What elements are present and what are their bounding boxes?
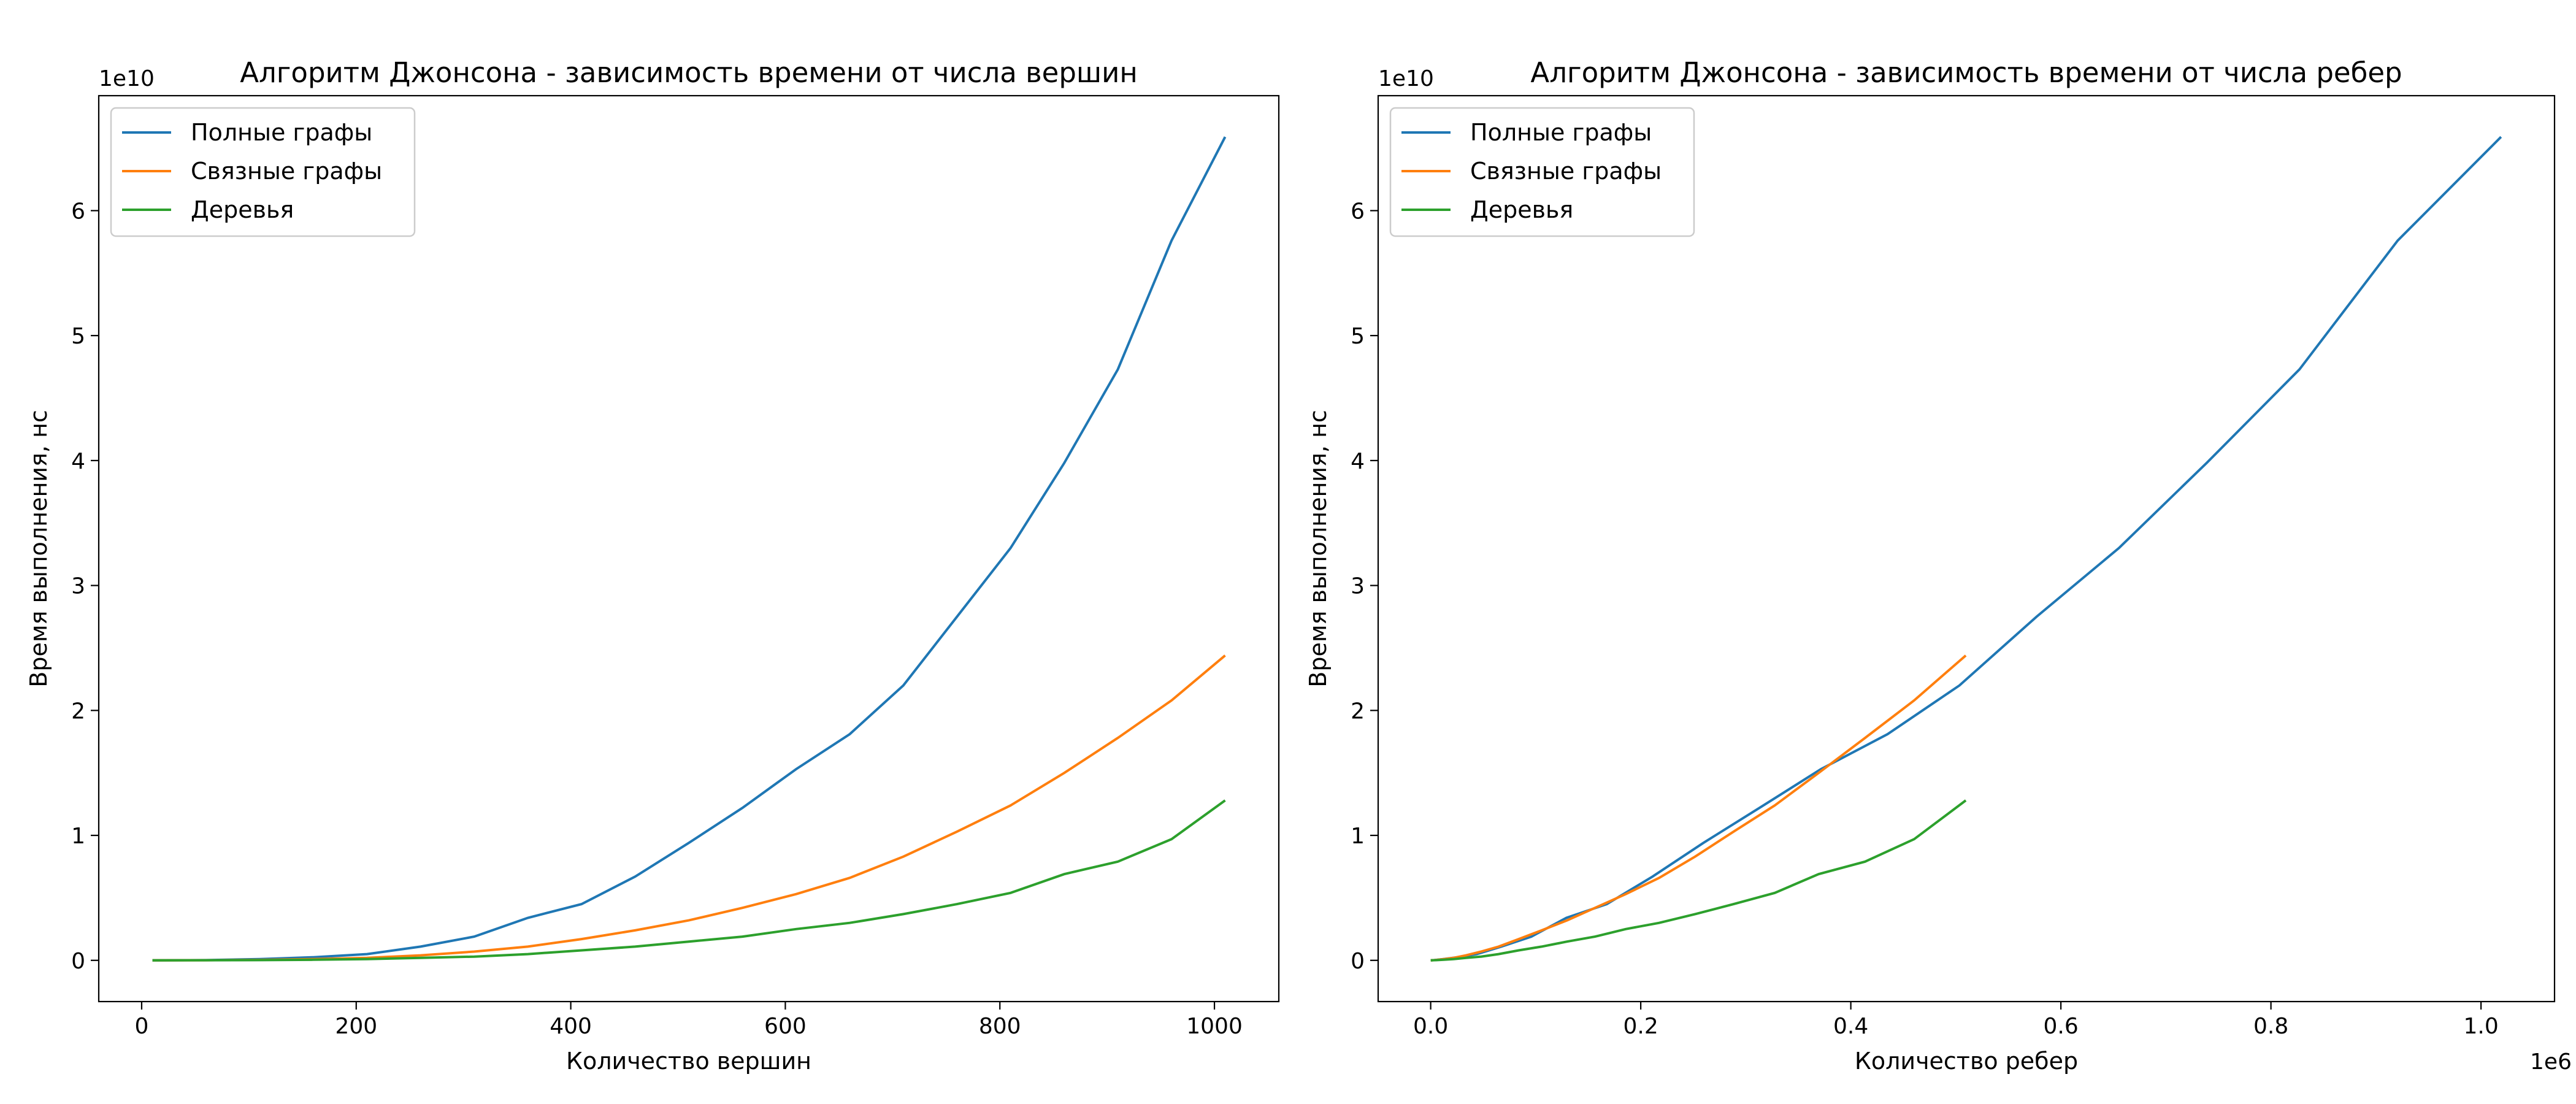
x-tick-label: 0 <box>135 1014 149 1039</box>
legend: Полные графы Связные графы Деревья <box>1389 107 1695 237</box>
y-tick-label: 2 <box>71 699 85 724</box>
y-tick-label: 5 <box>1351 324 1365 349</box>
x-tick-label: 0.8 <box>2253 1014 2288 1039</box>
data-line <box>152 136 1227 962</box>
data-line <box>1430 799 1967 962</box>
x-axis-label: Количество вершин <box>566 1048 811 1075</box>
y-offset-label: 1e10 <box>99 66 155 91</box>
y-tick-label: 4 <box>71 449 85 474</box>
axes-frame <box>1377 94 2556 1003</box>
axes: 0 200 400 600 800 1000 0 1 2 3 4 5 6 Алгоритм Джонсон… <box>25 56 1280 1075</box>
data-line <box>152 654 1226 962</box>
x-offset-label: 1e6 <box>2530 1049 2572 1075</box>
y-tick-label: 5 <box>71 324 85 349</box>
chart-title: Алгоритм Джонсона - зависимость времени … <box>1530 56 2402 89</box>
y-tick-label: 0 <box>1351 949 1365 974</box>
y-axis-label: Время выполнения, нс <box>1305 410 1332 687</box>
legend-frame <box>1389 107 1695 237</box>
x-tick-label: 1000 <box>1186 1014 1243 1039</box>
legend: Полные графы Связные графы Деревья <box>110 107 416 237</box>
x-tick-label: 0.0 <box>1413 1014 1448 1039</box>
data-line <box>152 799 1226 962</box>
y-tick-label: 6 <box>1351 199 1365 224</box>
x-tick-label: 200 <box>335 1014 377 1039</box>
y-tick-label: 6 <box>71 199 85 224</box>
legend-label: Связные графы <box>191 158 382 185</box>
x-tick-label: 400 <box>550 1014 592 1039</box>
legend-label: Полные графы <box>1470 119 1652 146</box>
y-axis-label: Время выполнения, нс <box>25 410 52 687</box>
y-tick-label: 1 <box>1351 824 1365 849</box>
chart-title: Алгоритм Джонсона - зависимость времени … <box>240 56 1138 89</box>
legend-frame <box>110 107 416 237</box>
legend-label: Связные графы <box>1470 158 1662 185</box>
x-tick-label: 800 <box>979 1014 1021 1039</box>
y-tick-label: 2 <box>1351 699 1365 724</box>
x-tick-label: 0.4 <box>1833 1014 1868 1039</box>
axes: 0.0 0.2 0.4 0.6 0.8 1.0 0 1 2 3 4 5 6 Алгоритм Джонсо… <box>1305 56 2572 1075</box>
x-tick-label: 1.0 <box>2463 1014 2498 1039</box>
x-tick-label: 600 <box>764 1014 807 1039</box>
legend-label: Полные графы <box>191 119 372 146</box>
y-tick-label: 1 <box>71 824 85 849</box>
x-tick-label: 0.6 <box>2043 1014 2078 1039</box>
axes-frame <box>98 94 1280 1003</box>
data-line <box>1430 136 2502 962</box>
y-tick-label: 0 <box>71 949 85 974</box>
legend-label: Деревья <box>1470 196 1573 223</box>
y-tick-label: 3 <box>71 574 85 599</box>
y-offset-label: 1e10 <box>1378 66 1434 91</box>
y-tick-label: 4 <box>1351 449 1365 474</box>
x-axis-label: Количество ребер <box>1855 1048 2078 1075</box>
legend-label: Деревья <box>191 196 294 223</box>
data-line <box>1430 654 1967 962</box>
y-tick-label: 3 <box>1351 574 1365 599</box>
x-tick-label: 0.2 <box>1623 1014 1658 1039</box>
